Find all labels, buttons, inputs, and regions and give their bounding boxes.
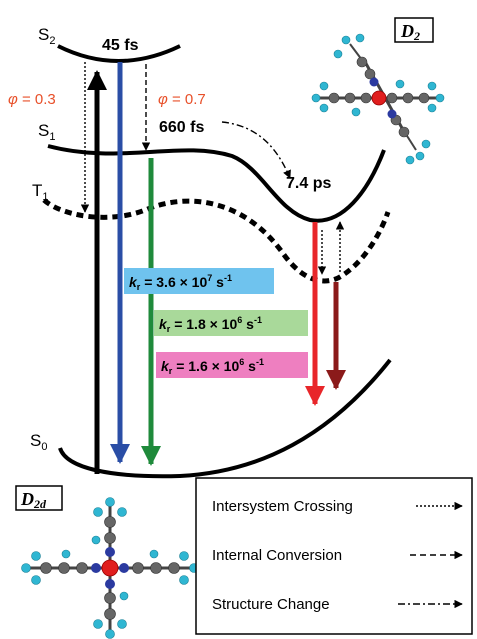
s1-label: S1: [38, 121, 55, 143]
t1-curve: [42, 198, 391, 284]
rate-text-2: kr = 1.8 × 106 s-1: [159, 315, 262, 334]
rate-text-1: kr = 3.6 × 107 s-1: [129, 273, 232, 292]
legend-sc-label: Structure Change: [212, 596, 330, 613]
s0-label: S0: [30, 431, 47, 453]
structure-change-arrow: [221, 121, 291, 179]
rate-text-3: kr = 1.6 × 106 s-1: [161, 357, 264, 376]
time-660fs: 660 fs: [159, 119, 204, 136]
d2-label-box: [394, 17, 434, 43]
s0-curve: [58, 358, 392, 479]
rate-box-1: [124, 268, 274, 294]
phi-right: φ = 0.7: [158, 91, 206, 108]
legend-isc-label: Intersystem Crossing: [212, 498, 353, 515]
legend-box: [195, 477, 473, 635]
phi-left: φ = 0.3: [8, 91, 56, 108]
rate-box-3: [156, 352, 308, 378]
rate-box-2: [154, 310, 308, 336]
d2d-label: D2d: [20, 489, 47, 511]
d2d-label-box: [15, 485, 63, 511]
legend-ic-label: Internal Conversion: [212, 547, 342, 564]
d2d-molecule: [21, 497, 199, 639]
d2-label: D2: [400, 21, 420, 43]
time-74ps: 7.4 ps: [286, 175, 331, 192]
s2-label: S2: [38, 25, 55, 47]
time-45fs: 45 fs: [102, 37, 139, 54]
t1-label: T1: [32, 181, 49, 203]
d2-molecule: [311, 33, 445, 165]
s1-curve: [47, 144, 386, 223]
s2-curve: [57, 44, 181, 63]
